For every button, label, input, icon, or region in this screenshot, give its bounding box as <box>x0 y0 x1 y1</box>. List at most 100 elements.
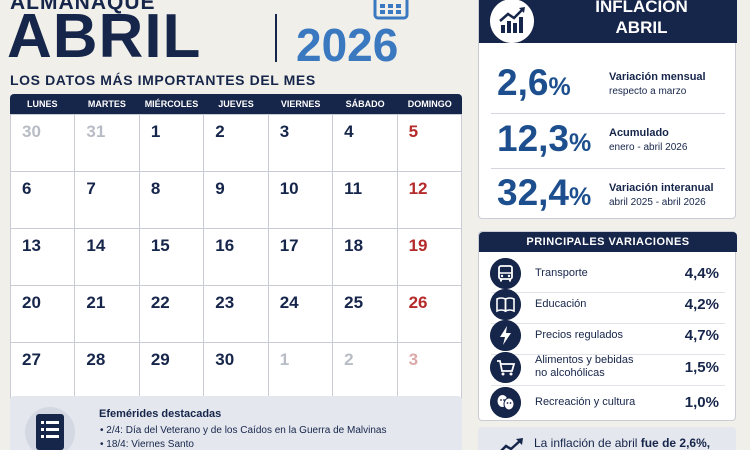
stat-value: 2,6% <box>497 62 571 104</box>
stat-label: Variación interanual <box>609 182 714 194</box>
document-list-icon <box>25 407 75 450</box>
variation-label: Transporte <box>535 267 588 279</box>
inflation-header: INFLACIÓN ABRIL <box>479 0 737 43</box>
theater-masks-icon <box>490 387 521 418</box>
calendar-day-sunday[interactable]: 3 <box>397 343 462 400</box>
variation-label: Alimentos y bebidas <box>535 354 634 366</box>
calendar: LUNES MARTES MIÉRCOLES JUEVES VIERNES SÁ… <box>10 94 462 400</box>
calendar-day[interactable]: 21 <box>75 286 140 343</box>
calendar-grid: 30 31 1 2 3 4 5 6 7 8 9 10 11 12 13 14 1… <box>10 114 462 400</box>
stat-label: Variación mensual <box>609 71 706 83</box>
calendar-day[interactable]: 15 <box>139 229 205 286</box>
weekday-label: MARTES <box>87 99 126 109</box>
stat-unit: % <box>569 129 592 157</box>
calendar-day[interactable]: 16 <box>204 229 269 286</box>
calendar-day-sunday[interactable]: 26 <box>397 286 462 343</box>
inflation-title: INFLACIÓN ABRIL <box>559 0 724 38</box>
variation-value: 4,4% <box>684 265 719 282</box>
calendar-day[interactable]: 8 <box>139 172 205 229</box>
title-divider <box>275 14 277 62</box>
divider <box>491 323 725 324</box>
calendar-day[interactable]: 1 <box>139 115 205 172</box>
book-icon <box>490 289 521 320</box>
calendar-day[interactable]: 18 <box>333 229 398 286</box>
weekday-label: SÁBADO <box>345 99 385 109</box>
divider <box>491 113 725 114</box>
calendar-day[interactable]: 20 <box>11 286 76 343</box>
weekday-label: DOMINGO <box>407 99 452 109</box>
calendar-day[interactable]: 29 <box>139 343 205 400</box>
bus-icon <box>490 258 521 289</box>
variation-row: Educación 4,2% <box>479 289 737 320</box>
variation-value: 1,5% <box>684 359 719 376</box>
variation-value: 4,2% <box>684 296 719 313</box>
weekday-header: LUNES MARTES MIÉRCOLES JUEVES VIERNES SÁ… <box>10 94 462 114</box>
efemerides-item: • 2/4: Día del Veterano y de los Caídos … <box>100 425 387 436</box>
variation-label: Precios regulados <box>535 329 624 341</box>
calendar-day-sunday[interactable]: 19 <box>397 229 462 286</box>
trend-chart-icon <box>490 0 534 43</box>
calendar-day[interactable]: 14 <box>75 229 140 286</box>
variation-row: Transporte 4,4% <box>479 258 737 289</box>
stat-value: 32,4% <box>497 172 591 214</box>
summary-note: La inflación de abril fue de 2,6%, <box>478 427 736 450</box>
calendar-day[interactable]: 13 <box>11 229 76 286</box>
almanac-kicker: ALMANAQUE <box>10 0 156 14</box>
inflation-title-line: ABRIL <box>615 18 668 37</box>
calendar-day-sunday[interactable]: 12 <box>397 172 462 229</box>
calendar-day[interactable]: 1 <box>268 343 334 400</box>
variations-title: PRINCIPALES VARIACIONES <box>479 232 737 252</box>
calendar-day[interactable]: 30 <box>11 115 76 172</box>
divider <box>491 354 725 355</box>
efemerides-title: Efemérides destacadas <box>99 408 222 420</box>
variation-label: Recreación y cultura <box>535 396 636 408</box>
calendar-day[interactable]: 25 <box>333 286 398 343</box>
calendar-day[interactable]: 3 <box>268 115 334 172</box>
summary-bold: fue de 2,6%, <box>640 436 711 450</box>
page-subtitle: LOS DATOS MÁS IMPORTANTES DEL MES <box>10 72 316 88</box>
calendar-day[interactable]: 22 <box>139 286 205 343</box>
calendar-day[interactable]: 6 <box>11 172 76 229</box>
calendar-day[interactable]: 2 <box>333 343 398 400</box>
calendar-day[interactable]: 2 <box>204 115 269 172</box>
summary-text: La inflación de abril fue de 2,6%, <box>534 436 710 450</box>
lightning-icon <box>490 320 521 351</box>
inflation-panel: INFLACIÓN ABRIL 2,6% Variación mensual r… <box>478 0 737 219</box>
trend-up-icon <box>500 438 523 450</box>
cart-icon <box>490 352 521 383</box>
calendar-day[interactable]: 23 <box>204 286 269 343</box>
calendar-day-sunday[interactable]: 5 <box>397 115 462 172</box>
calendar-icon <box>373 0 409 20</box>
variations-panel: PRINCIPALES VARIACIONES Transporte 4,4% … <box>478 231 737 421</box>
stat-value: 12,3% <box>497 118 591 160</box>
calendar-day[interactable]: 17 <box>268 229 334 286</box>
calendar-day[interactable]: 7 <box>75 172 140 229</box>
summary-prefix: La inflación de abril <box>534 436 641 450</box>
calendar-day[interactable]: 30 <box>204 343 269 400</box>
calendar-day[interactable]: 24 <box>268 286 334 343</box>
stat-label: Acumulado <box>609 127 669 139</box>
stat-sub: respecto a marzo <box>609 86 687 97</box>
divider <box>491 168 725 169</box>
calendar-day[interactable]: 9 <box>204 172 269 229</box>
variation-value: 1,0% <box>684 394 719 411</box>
calendar-day[interactable]: 4 <box>333 115 398 172</box>
calendar-day[interactable]: 10 <box>268 172 334 229</box>
weekday-label: JUEVES <box>218 99 254 109</box>
weekday-label: VIERNES <box>280 99 321 109</box>
stat-number: 2,6 <box>497 62 549 103</box>
weekday-label: LUNES <box>27 99 58 109</box>
stat-unit: % <box>569 183 592 211</box>
variation-row: Recreación y cultura 1,0% <box>479 387 737 418</box>
variation-row: Precios regulados 4,7% <box>479 320 737 351</box>
divider <box>491 385 725 386</box>
calendar-day[interactable]: 27 <box>11 343 76 400</box>
stat-sub: enero - abril 2026 <box>609 142 688 153</box>
weekday-label: MIÉRCOLES <box>144 99 199 109</box>
efemerides-box: Efemérides destacadas • 2/4: Día del Vet… <box>10 396 462 450</box>
stat-number: 32,4 <box>497 172 570 213</box>
month-title: ABRIL <box>7 2 202 71</box>
calendar-day[interactable]: 31 <box>75 115 140 172</box>
calendar-day[interactable]: 28 <box>75 343 140 400</box>
calendar-day[interactable]: 11 <box>333 172 398 229</box>
